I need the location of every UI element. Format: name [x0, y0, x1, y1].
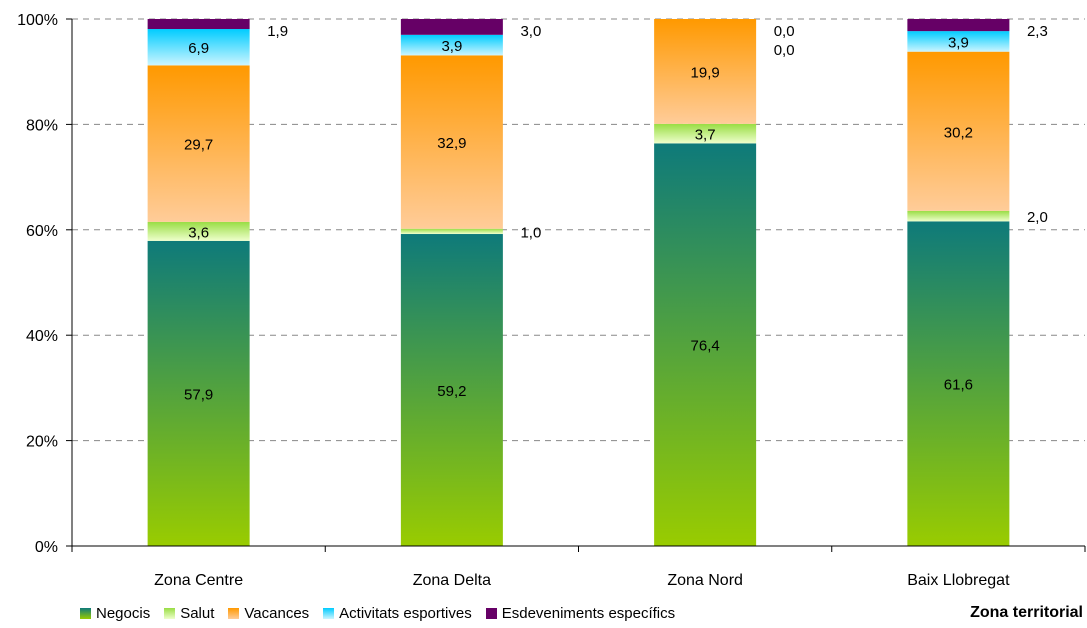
data-label: 3,9 — [948, 34, 969, 51]
legend-label: Esdeveniments específics — [501, 605, 676, 622]
bars — [147, 19, 1010, 547]
data-label: 59,2 — [437, 383, 466, 400]
bar-segment — [654, 123, 757, 144]
bar-segment — [400, 19, 503, 35]
legend-label: Salut — [180, 605, 215, 622]
bar-segment — [907, 31, 1010, 52]
data-label: 76,4 — [691, 338, 720, 355]
axes — [66, 18, 1086, 552]
bar-segment — [147, 65, 250, 222]
bar-segment — [147, 240, 250, 546]
data-label: 3,6 — [188, 224, 209, 241]
data-label: 2,0 — [1027, 209, 1048, 226]
legend-item: Esdeveniments específics — [485, 605, 676, 622]
x-tick-label: Zona Nord — [667, 572, 743, 589]
labels: 0% 20% 40% 60% 80% 100% 57,9 3,6 29,7 6,9 1,9 Zona … — [17, 12, 1048, 589]
y-tick-label: 20% — [26, 434, 58, 451]
legend-item: Negocis — [80, 605, 150, 622]
bar-segment — [400, 234, 503, 547]
data-label: 1,0 — [520, 224, 541, 241]
y-tick-label: 60% — [26, 223, 58, 240]
legend-label: Negocis — [96, 605, 151, 622]
bar-segment — [400, 55, 503, 229]
data-label: 29,7 — [184, 137, 213, 154]
bar-segment — [147, 221, 250, 241]
data-label: 57,9 — [184, 386, 213, 403]
bar-segment — [400, 34, 503, 56]
legend-label: Activitats esportives — [339, 605, 472, 622]
data-label: 0,0 — [774, 42, 795, 59]
legend-item: Salut — [164, 605, 214, 622]
bar-segment — [400, 228, 503, 235]
data-label: 32,9 — [437, 135, 466, 152]
legend-swatch — [228, 608, 240, 619]
data-label: 3,7 — [695, 127, 716, 144]
x-axis-title: Zona territorial — [970, 604, 1083, 621]
legend-swatch — [485, 608, 497, 619]
bar-segment — [907, 51, 1010, 211]
legend-swatch — [164, 608, 176, 619]
legend-swatch — [80, 608, 91, 619]
y-tick-label: 80% — [26, 117, 58, 134]
y-tick-label: 40% — [26, 328, 58, 345]
data-label: 2,3 — [1027, 23, 1048, 40]
x-tick-label: Zona Delta — [413, 572, 491, 589]
bar-segment — [907, 221, 1010, 547]
data-label: 30,2 — [944, 124, 973, 141]
data-label: 1,9 — [267, 23, 288, 40]
legend: Negocis Salut Vacances Activitats esportive… — [80, 605, 689, 622]
bar-segment — [907, 210, 1010, 222]
data-label: 3,9 — [441, 38, 462, 55]
bar-segment — [907, 19, 1010, 32]
data-label: 61,6 — [944, 377, 973, 394]
bar-segment — [147, 29, 250, 66]
data-label: 19,9 — [691, 64, 720, 81]
y-tick-label: 0% — [35, 539, 58, 556]
x-tick-label: Zona Centre — [154, 572, 243, 589]
data-label: 6,9 — [188, 40, 209, 57]
legend-item: Activitats esportives — [323, 605, 472, 622]
data-label: 3,0 — [520, 23, 541, 40]
legend-swatch — [323, 608, 335, 619]
bar-segment — [654, 19, 757, 124]
bar-segment — [654, 143, 757, 546]
legend-label: Vacances — [244, 605, 310, 622]
bar-segment — [147, 19, 250, 30]
legend-item: Vacances — [228, 605, 309, 622]
data-label: 0,0 — [774, 23, 795, 40]
y-tick-label: 100% — [17, 12, 58, 29]
x-tick-label: Baix Llobregat — [907, 572, 1010, 589]
